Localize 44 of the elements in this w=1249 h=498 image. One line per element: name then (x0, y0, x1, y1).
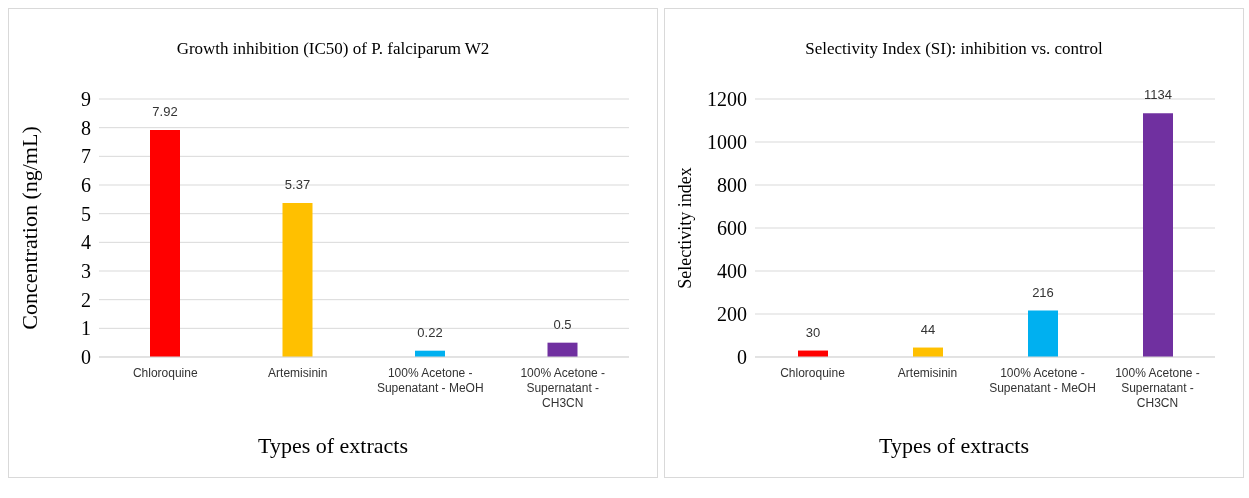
data-label: 7.92 (152, 103, 178, 119)
x-tick-label: 100% Acetone - Supenatant - MeOH (376, 366, 484, 395)
y-tick-label: 0 (81, 346, 91, 369)
data-label: 30 (805, 324, 821, 340)
y-tick-label: 1000 (707, 131, 747, 154)
y-tick-label: 1200 (707, 88, 747, 111)
data-label: 216 (1032, 284, 1054, 300)
y-tick-label: 4 (81, 231, 91, 254)
y-tick-label: 1 (81, 317, 91, 340)
bar (1028, 310, 1058, 357)
x-tick-label: Artemisinin (268, 366, 328, 380)
y-axis-title: Concentration (ng/mL) (16, 126, 42, 330)
y-tick-label: 6 (81, 174, 91, 197)
data-label: 0.22 (417, 324, 443, 340)
bar (1143, 113, 1173, 357)
y-tick-label: 3 (81, 260, 91, 283)
bar (547, 342, 578, 357)
y-tick-label: 5 (81, 202, 91, 225)
y-tick-label: 400 (717, 260, 747, 283)
y-tick-label: 800 (717, 174, 747, 197)
x-tick-label: 100% Acetone - Supernatant - CH3CN (520, 366, 606, 410)
x-tick-label: 100% Acetone - Supenatant - MeOH (989, 366, 1096, 395)
data-label: 1134 (1144, 87, 1172, 103)
y-tick-label: 200 (717, 303, 747, 326)
x-axis-title: Types of extracts (257, 433, 409, 459)
data-label: 0.5 (553, 316, 572, 332)
chart-title: Selectivity Index (SI): inhibition vs. control (804, 39, 1104, 59)
x-tick-label: 100% Acetone - Supernatant - CH3CN (1115, 366, 1200, 410)
bar (150, 129, 180, 357)
y-axis-title: Selectivity index (675, 167, 696, 289)
y-tick-label: 0 (737, 346, 747, 369)
bar (282, 203, 313, 357)
y-tick-label: 2 (81, 288, 91, 311)
x-tick-label: Chloroquine (132, 366, 198, 380)
y-tick-label: 8 (81, 116, 91, 139)
x-tick-label: Artemisinin (897, 366, 958, 380)
y-tick-label: 9 (81, 88, 91, 111)
x-axis-title: Types of extracts (878, 433, 1030, 459)
y-tick-label: 7 (81, 145, 91, 168)
data-label: 44 (920, 321, 936, 337)
x-tick-label: Chloroquine (780, 366, 846, 380)
chart-title: Growth inhibition (IC50) of P. falciparum W2 (175, 39, 491, 59)
y-tick-label: 600 (717, 217, 747, 240)
data-label: 5.37 (284, 177, 311, 193)
